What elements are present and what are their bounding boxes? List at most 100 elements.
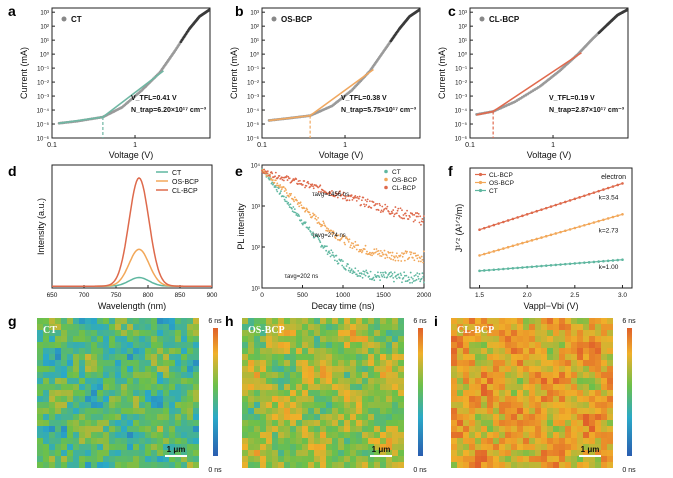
map-pixel [481, 456, 487, 462]
map-pixel [151, 324, 157, 330]
map-pixel [67, 354, 73, 360]
map-pixel [320, 402, 326, 408]
data-point [330, 229, 333, 232]
map-pixel [193, 462, 199, 468]
x-tick-label: 3.0 [618, 292, 627, 299]
map-pixel [589, 408, 595, 414]
data-point [275, 184, 278, 187]
data-point [350, 242, 353, 244]
data-point [328, 192, 330, 195]
map-pixel [163, 402, 169, 408]
data-point [363, 205, 366, 208]
map-pixel [308, 432, 314, 438]
map-pixel [55, 390, 61, 396]
map-pixel [266, 372, 272, 378]
map-pixel [43, 426, 49, 432]
map-pixel [163, 426, 169, 432]
map-pixel [248, 456, 254, 462]
map-pixel [55, 318, 61, 324]
data-point [293, 208, 296, 211]
map-pixel [67, 378, 73, 384]
data-point [420, 277, 423, 280]
map-pixel [109, 342, 115, 348]
map-pixel [607, 462, 613, 468]
map-pixel [481, 354, 487, 360]
map-pixel [187, 462, 193, 468]
map-pixel [511, 390, 517, 396]
map-pixel [481, 402, 487, 408]
map-pixel [272, 444, 278, 450]
map-pixel [296, 324, 302, 330]
data-point [325, 245, 328, 248]
map-pixel [314, 462, 320, 468]
data-point [544, 264, 548, 267]
map-pixel [181, 438, 187, 444]
data-point [323, 222, 325, 225]
map-pixel [487, 360, 493, 366]
y-axis-label: Current (mA) [229, 47, 239, 99]
data-point [303, 180, 306, 182]
map-pixel [302, 438, 308, 444]
x-tick-label: 0 [260, 292, 264, 299]
map-pixel [302, 462, 308, 468]
map-pixel [386, 384, 392, 390]
map-pixel [266, 432, 272, 438]
map-pixel [61, 378, 67, 384]
x-tick-label: 2000 [417, 292, 432, 299]
data-point [309, 231, 312, 233]
map-pixel [535, 444, 541, 450]
map-pixel [193, 426, 199, 432]
map-pixel [127, 402, 133, 408]
data-point [283, 198, 286, 201]
map-pixel [151, 396, 157, 402]
map-pixel [37, 396, 43, 402]
data-point [343, 195, 346, 197]
map-pixel [308, 354, 314, 360]
data-point [355, 244, 357, 247]
map-pixel [565, 444, 571, 450]
y-tick-label: 10⁻⁵ [37, 122, 50, 129]
data-point [366, 200, 368, 203]
map-pixel [157, 360, 163, 366]
map-pixel [181, 384, 187, 390]
map-pixel [368, 450, 374, 456]
map-pixel [151, 432, 157, 438]
data-point [379, 271, 382, 274]
map-pixel [523, 360, 529, 366]
map-pixel [344, 396, 350, 402]
x-tick-label: 700 [79, 292, 90, 299]
map-pixel [49, 354, 55, 360]
map-pixel [392, 324, 398, 330]
map-pixel [85, 360, 91, 366]
map-pixel [601, 456, 607, 462]
map-pixel [248, 360, 254, 366]
map-pixel [493, 462, 499, 468]
map-pixel [374, 438, 380, 444]
panel-letter-i: i [434, 313, 438, 329]
map-pixel [571, 324, 577, 330]
map-pixel [308, 324, 314, 330]
map-pixel [133, 438, 139, 444]
map-pixel [103, 378, 109, 384]
map-pixel [380, 456, 386, 462]
map-pixel [493, 384, 499, 390]
map-pixel [583, 372, 589, 378]
map-pixel [139, 372, 145, 378]
map-pixel [91, 336, 97, 342]
map-pixel [272, 342, 278, 348]
map-pixel [511, 402, 517, 408]
map-pixel [284, 372, 290, 378]
map-pixel [547, 414, 553, 420]
data-point [365, 203, 368, 206]
map-pixel [121, 378, 127, 384]
map-pixel [278, 402, 284, 408]
map-pixel [181, 390, 187, 396]
data-point [308, 226, 311, 229]
map-pixel [103, 456, 109, 462]
map-pixel [565, 360, 571, 366]
map-pixel [139, 348, 145, 354]
data-point [530, 239, 534, 242]
map-pixel [589, 450, 595, 456]
map-pixel [398, 426, 404, 432]
